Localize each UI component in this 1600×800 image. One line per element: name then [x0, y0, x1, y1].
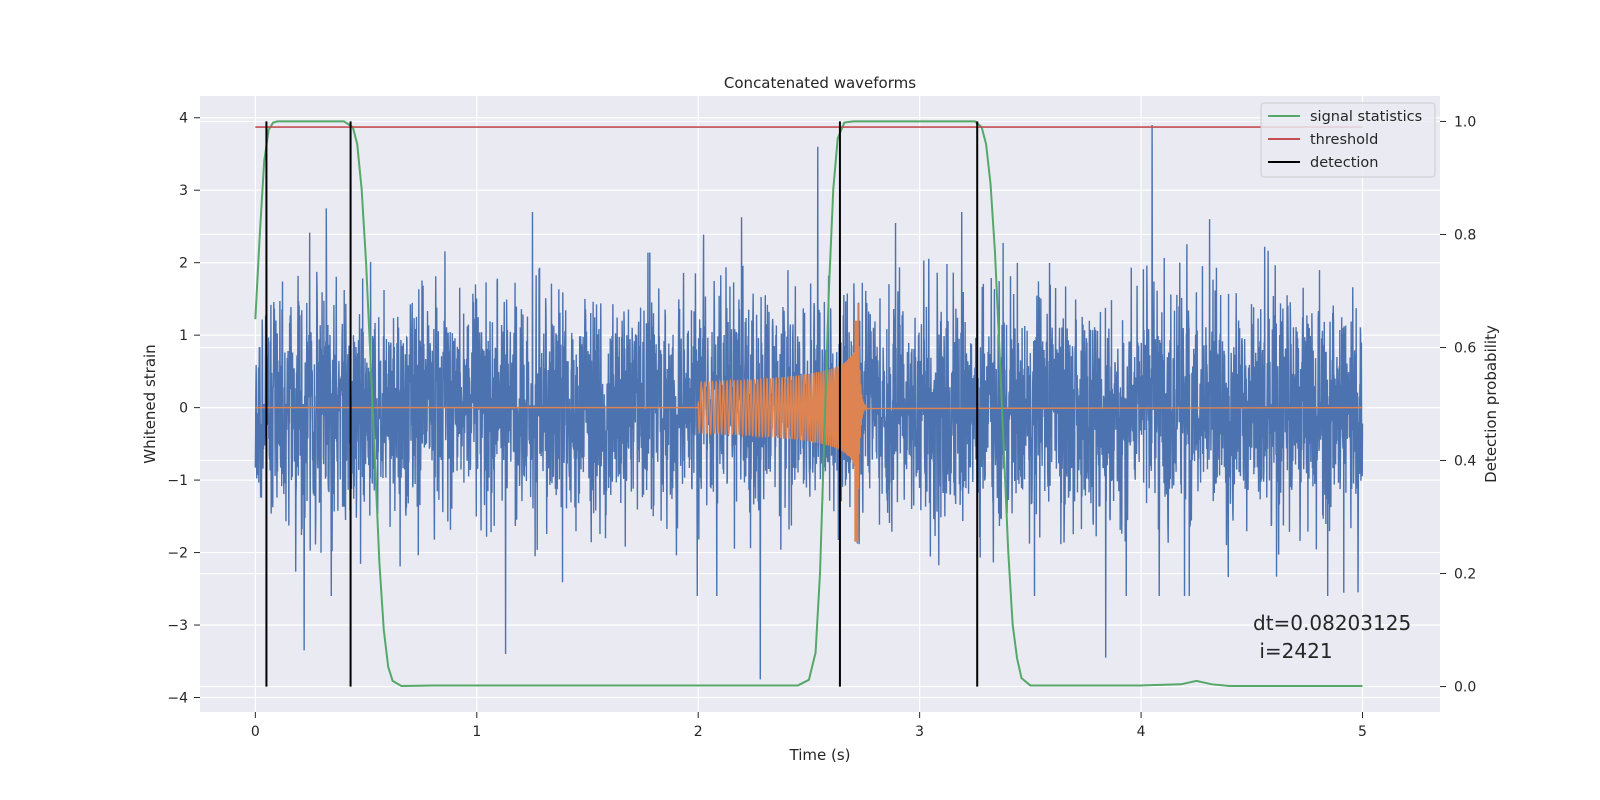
legend-label-detection: detection — [1310, 155, 1378, 171]
x-tick-label: 2 — [694, 724, 703, 740]
y-tick-label: 4 — [179, 111, 188, 127]
x-tick-label: 4 — [1137, 724, 1146, 740]
legend: signal statistics threshold detection — [1260, 102, 1436, 178]
y-tick-label: 3 — [179, 183, 188, 199]
y-right-tick-label: 0.8 — [1454, 227, 1476, 243]
legend-label-signal-statistics: signal statistics — [1310, 109, 1422, 125]
chirp-signal-line — [255, 303, 1363, 542]
y-tick-label: −3 — [167, 618, 188, 634]
y-right-tick-label: 0.2 — [1454, 567, 1476, 583]
y-right-tick-label: 0.4 — [1454, 454, 1476, 470]
y-tick-label: −4 — [167, 691, 188, 707]
y-axis-label: Whitened strain — [141, 344, 159, 463]
x-tick-label: 1 — [472, 724, 481, 740]
y-tick-label: 1 — [179, 328, 188, 344]
chart-title: Concatenated waveforms — [724, 74, 916, 92]
series-layer — [254, 120, 1364, 688]
annotation-dt: dt=0.08203125 — [1253, 611, 1411, 635]
x-axis-label: Time (s) — [789, 746, 851, 764]
y-right-tick-label: 0.6 — [1454, 340, 1476, 356]
signal-statistics-line — [254, 120, 1363, 688]
legend-label-threshold: threshold — [1310, 132, 1378, 148]
y-tick-label: 2 — [179, 256, 188, 272]
y-tick-label: 0 — [179, 401, 188, 417]
axes-layer: 0 1 2 3 4 5 4 3 2 1 0 −1 −2 −3 −4 1.0 0.8 0.6 0.4 0.2 0.0 — [167, 111, 1476, 740]
y-right-tick-label: 1.0 — [1454, 114, 1476, 130]
y-axis-right-label: Detection probability — [1482, 325, 1500, 483]
legend-box — [1260, 102, 1436, 178]
x-tick-label: 5 — [1358, 724, 1367, 740]
annotation-i: i=2421 — [1253, 639, 1333, 663]
x-tick-label: 0 — [251, 724, 260, 740]
y-right-tick-label: 0.0 — [1454, 680, 1476, 696]
y-tick-label: −2 — [167, 546, 188, 562]
x-tick-label: 3 — [915, 724, 924, 740]
strain-noise-line — [254, 124, 1364, 680]
y-tick-label: −1 — [167, 473, 188, 489]
